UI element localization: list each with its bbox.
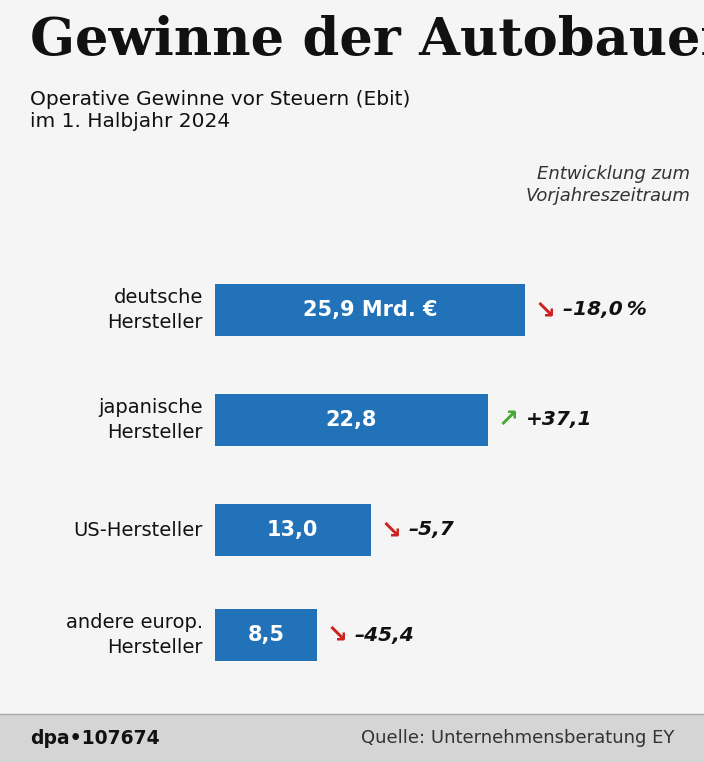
Text: andere europ.
Hersteller: andere europ. Hersteller — [66, 613, 203, 657]
Text: Gewinne der Autobauer: Gewinne der Autobauer — [30, 15, 704, 66]
Text: ↗: ↗ — [498, 408, 519, 432]
Bar — [215, 284, 525, 336]
Text: japanische
Hersteller: japanische Hersteller — [99, 399, 203, 442]
Text: ↘: ↘ — [327, 623, 348, 647]
Text: ↘: ↘ — [381, 518, 401, 542]
Bar — [215, 504, 370, 556]
Bar — [0, 714, 704, 762]
Text: –18,0 %: –18,0 % — [563, 300, 647, 319]
Text: US-Hersteller: US-Hersteller — [74, 520, 203, 539]
Text: 22,8: 22,8 — [326, 410, 377, 430]
Text: –45,4: –45,4 — [355, 626, 415, 645]
Text: 13,0: 13,0 — [267, 520, 318, 540]
Text: Quelle: Unternehmensberatung EY: Quelle: Unternehmensberatung EY — [360, 729, 674, 747]
Text: –5,7: –5,7 — [408, 520, 454, 539]
Bar — [215, 394, 488, 446]
Text: Vorjahreszeitraum: Vorjahreszeitraum — [525, 187, 690, 205]
Text: 25,9 Mrd. €: 25,9 Mrd. € — [303, 300, 437, 320]
Text: 8,5: 8,5 — [247, 625, 284, 645]
Text: ↘: ↘ — [535, 298, 556, 322]
Text: im 1. Halbjahr 2024: im 1. Halbjahr 2024 — [30, 112, 230, 131]
Text: Operative Gewinne vor Steuern (Ebit): Operative Gewinne vor Steuern (Ebit) — [30, 90, 410, 109]
Text: deutsche
Hersteller: deutsche Hersteller — [108, 288, 203, 331]
Text: dpa•107674: dpa•107674 — [30, 728, 160, 748]
Text: Entwicklung zum: Entwicklung zum — [537, 165, 690, 183]
Text: +37,1: +37,1 — [526, 411, 592, 430]
Bar — [215, 609, 317, 661]
